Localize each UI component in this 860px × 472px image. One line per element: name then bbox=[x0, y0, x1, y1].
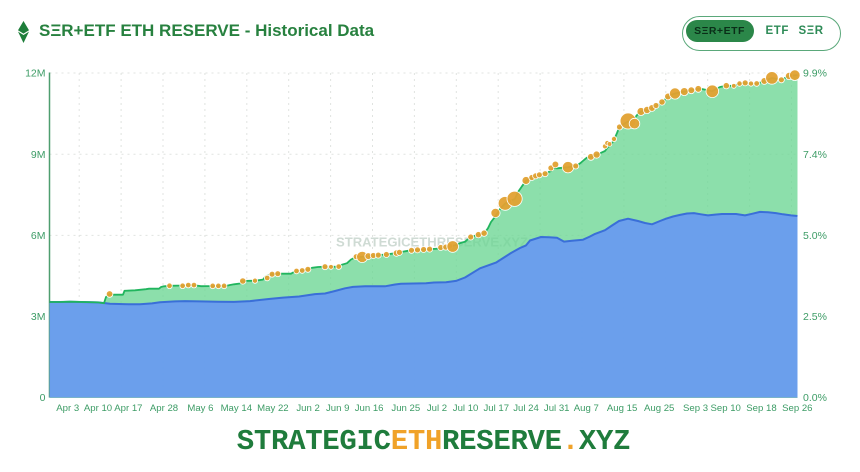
svg-text:0: 0 bbox=[40, 392, 46, 404]
svg-text:7.4%: 7.4% bbox=[803, 149, 827, 161]
svg-text:Aug 15: Aug 15 bbox=[607, 403, 637, 414]
svg-text:Aug 25: Aug 25 bbox=[644, 403, 674, 414]
svg-text:Apr 28: Apr 28 bbox=[150, 403, 178, 414]
svg-text:May 22: May 22 bbox=[257, 403, 288, 414]
svg-text:May 6: May 6 bbox=[187, 403, 213, 414]
svg-text:9.9%: 9.9% bbox=[803, 68, 827, 80]
svg-text:5.0%: 5.0% bbox=[803, 230, 827, 242]
svg-text:Apr 3: Apr 3 bbox=[56, 403, 79, 414]
svg-text:2.5%: 2.5% bbox=[803, 311, 827, 323]
svg-text:Sep 18: Sep 18 bbox=[746, 403, 776, 414]
svg-text:Sep 26: Sep 26 bbox=[782, 403, 812, 414]
svg-text:Jul 17: Jul 17 bbox=[483, 403, 509, 414]
svg-text:6M: 6M bbox=[31, 230, 46, 242]
svg-text:Jul 24: Jul 24 bbox=[513, 403, 539, 414]
svg-text:0.0%: 0.0% bbox=[803, 392, 827, 404]
svg-text:Jun 9: Jun 9 bbox=[326, 403, 349, 414]
svg-text:Jul 10: Jul 10 bbox=[453, 403, 479, 414]
svg-text:Jul 31: Jul 31 bbox=[544, 403, 570, 414]
svg-text:9M: 9M bbox=[31, 149, 46, 161]
svg-text:Sep 3: Sep 3 bbox=[683, 403, 708, 414]
svg-text:Apr 17: Apr 17 bbox=[114, 403, 142, 414]
svg-text:Apr 10: Apr 10 bbox=[84, 403, 112, 414]
svg-text:Aug 7: Aug 7 bbox=[574, 403, 599, 414]
svg-text:Jun 25: Jun 25 bbox=[391, 403, 420, 414]
svg-text:May 14: May 14 bbox=[221, 403, 253, 414]
svg-text:3M: 3M bbox=[31, 311, 46, 323]
svg-text:12M: 12M bbox=[25, 68, 45, 80]
svg-text:Jul 2: Jul 2 bbox=[427, 403, 447, 414]
svg-text:Jun 16: Jun 16 bbox=[355, 403, 384, 414]
svg-text:Sep 10: Sep 10 bbox=[710, 403, 740, 414]
svg-text:Jun 2: Jun 2 bbox=[296, 403, 319, 414]
